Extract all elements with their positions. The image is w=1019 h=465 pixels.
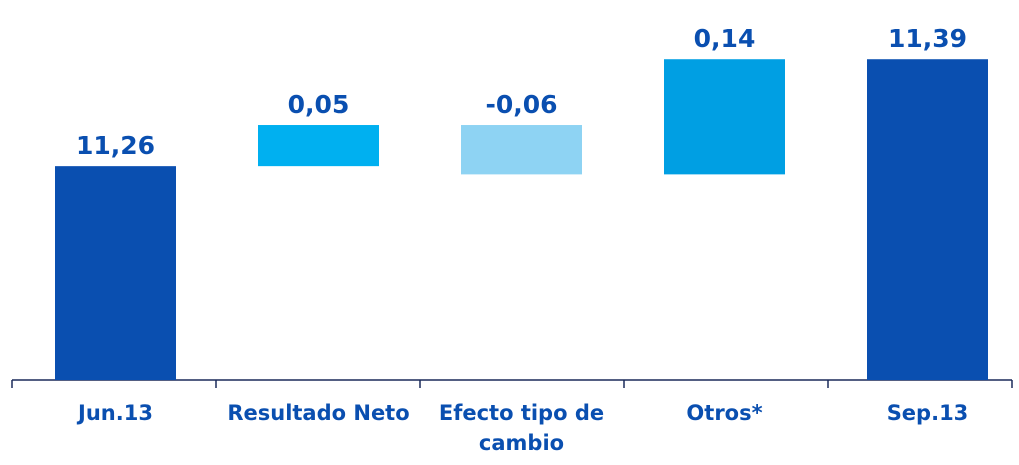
x-tick-label: Otros* <box>686 401 763 425</box>
value-label: 0,14 <box>694 24 756 53</box>
bar <box>258 125 379 167</box>
bar <box>867 59 988 381</box>
value-label: 11,26 <box>76 131 155 160</box>
x-tick-label: Resultado Neto <box>227 401 410 425</box>
bar <box>55 166 176 380</box>
x-tick-label: Sep.13 <box>886 401 969 425</box>
x-tick-label: Jun.13 <box>78 401 153 425</box>
value-label: -0,06 <box>485 90 557 119</box>
value-label: 11,39 <box>888 24 967 53</box>
value-label: 0,05 <box>288 90 350 119</box>
x-tick-label: Efecto tipo de cambio <box>438 401 605 455</box>
bar <box>664 59 785 175</box>
bar <box>461 125 582 175</box>
